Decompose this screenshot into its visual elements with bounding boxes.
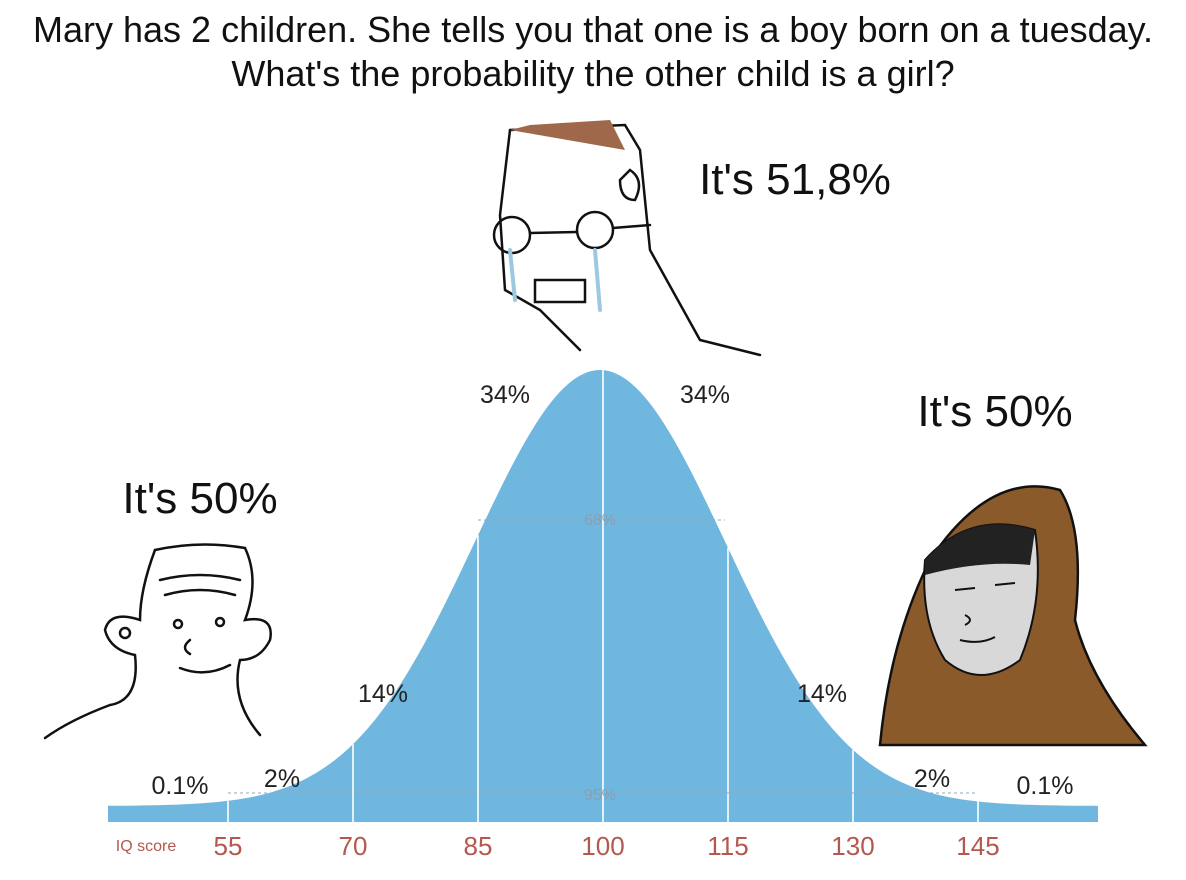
pct-label: 0.1% [1017, 772, 1074, 800]
caption: It's 51,8% [699, 155, 891, 204]
hooded-figure [878, 485, 1148, 747]
pct-label: 68% [584, 512, 616, 529]
pct-label: 2% [914, 765, 950, 793]
sd-lines [227, 370, 979, 822]
tick-label: 70 [339, 831, 368, 861]
title: Mary has 2 children. She tells you that … [33, 9, 1153, 94]
wojak [43, 543, 272, 740]
ticks: 55 70 85 100 115 130 145 [214, 831, 1000, 861]
tick-label: 85 [464, 831, 493, 861]
pct-label: 34% [680, 381, 730, 409]
tick-label: 145 [956, 831, 999, 861]
tick-label: 100 [581, 831, 624, 861]
caption: It's 50% [122, 474, 277, 523]
pct-label: 95% [584, 787, 616, 804]
tick-label: 55 [214, 831, 243, 861]
title-box: Mary has 2 children. She tells you that … [33, 9, 1153, 94]
pct-label: 14% [797, 680, 847, 708]
pct-label: 14% [358, 680, 408, 708]
pct-label: 0.1% [152, 772, 209, 800]
axis-label: IQ score [116, 838, 177, 855]
tick-label: 130 [831, 831, 874, 861]
tick-label: 115 [707, 831, 748, 861]
caption: It's 50% [917, 387, 1072, 436]
nerd [492, 120, 762, 357]
pct-label: 2% [264, 765, 300, 793]
pct-label: 34% [480, 381, 530, 409]
